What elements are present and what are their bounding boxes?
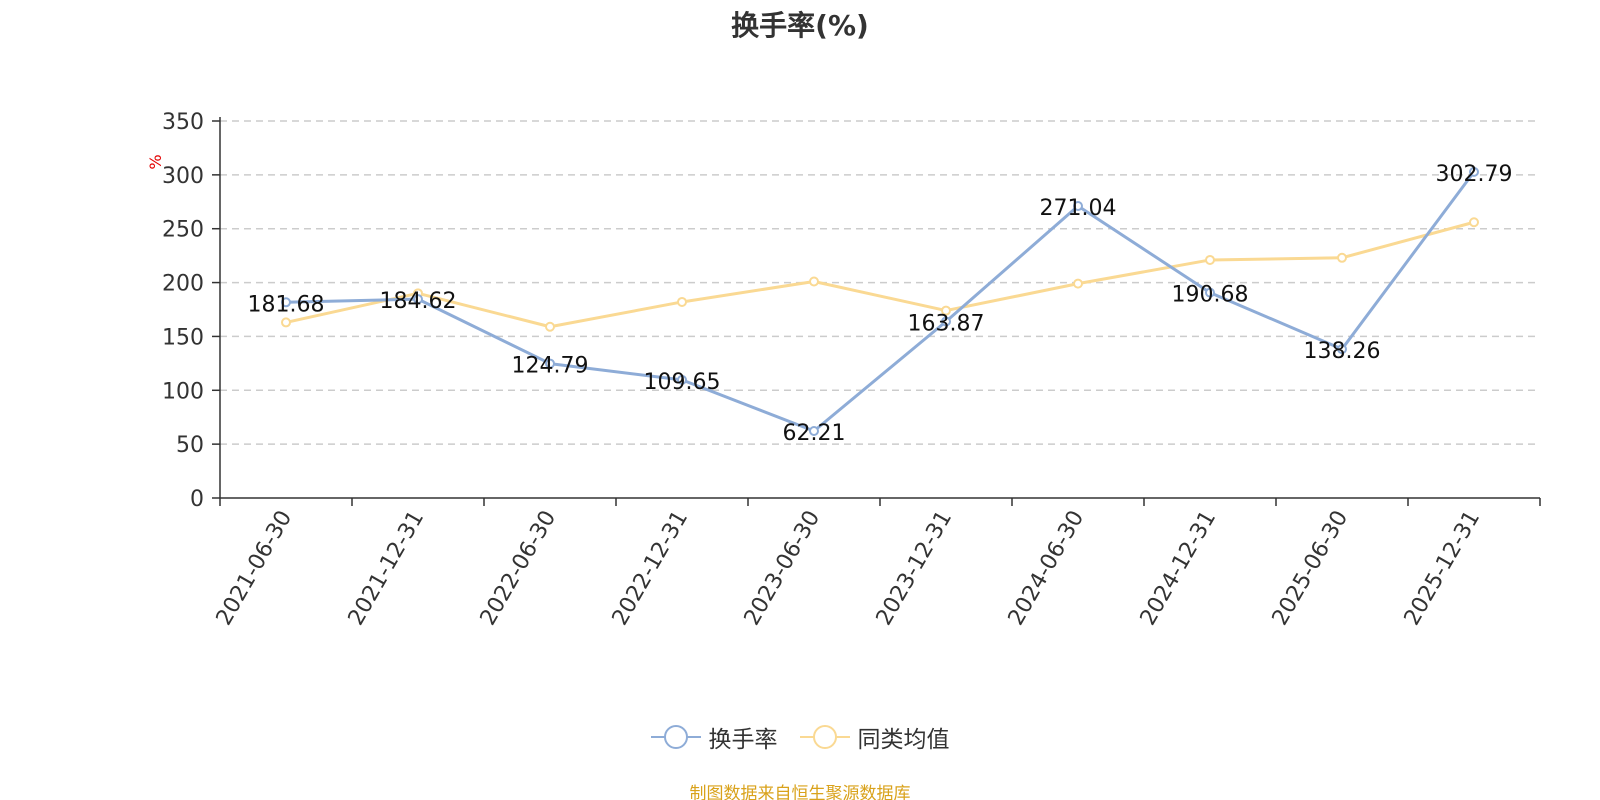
x-tick-label: 2024-06-30 [1004,507,1090,630]
series-line-0 [285,170,1476,433]
legend-label-peer-average: 同类均值 [857,727,950,753]
data-point-0 [941,316,951,327]
x-tick-label: 2025-06-30 [1268,507,1354,630]
data-label: 271.04 [1040,196,1117,221]
x-tick-label: 2024-12-31 [1136,507,1222,630]
legend-item-peer-average[interactable]: 同类均值 [799,720,950,754]
legend-line-circle-icon [650,724,701,750]
x-tick-label: 2021-06-30 [212,507,298,630]
data-label: 124.79 [512,354,589,379]
data-point-0 [1469,166,1479,177]
data-point-1 [1469,217,1479,228]
data-label: 138.26 [1304,339,1381,364]
x-tick-label: 2021-12-31 [344,507,430,630]
data-label-layer: 181.68 184.62 124.79 109.65 62.21 163.87 271.0… [248,162,1513,446]
x-tick-label: 2023-12-31 [872,507,958,630]
x-tick-label: 2025-12-31 [1400,507,1486,630]
data-point-1 [281,317,291,328]
legend-label-turnover: 换手率 [708,727,778,753]
y-tick-label: 300 [162,164,204,189]
data-point-1 [809,276,819,287]
y-tick-label: 50 [176,433,204,458]
data-point-0 [677,374,687,385]
data-label: 184.62 [380,289,457,314]
data-point-0 [281,297,291,308]
data-label: 163.87 [908,311,985,336]
data-label: 62.21 [783,421,846,446]
axis-layer: 0 50 100 150 200 250 300 350% 2021-06-30 2021-12-… [146,110,1541,630]
y-tick-label: 150 [162,325,204,350]
grid-layer [220,120,1540,445]
series-line-1 [285,220,1475,329]
chart-title: 换手率(%) [731,9,869,42]
data-point-1 [1205,254,1215,265]
x-tick-label: 2022-12-31 [608,507,694,630]
data-point-0 [545,358,555,369]
series-layer [281,166,1479,436]
data-label: 302.79 [1436,162,1513,187]
data-point-1 [545,321,555,332]
data-label: 190.68 [1172,283,1249,308]
x-tick-label: 2022-06-30 [476,507,562,630]
y-tick-label: 200 [162,272,204,297]
y-tick-label: 100 [162,379,204,404]
source-note: 制图数据来自恒生聚源数据库 [689,784,911,800]
data-point-0 [1337,344,1347,355]
data-point-0 [1073,201,1083,212]
data-point-0 [413,294,423,305]
data-point-1 [677,296,687,307]
data-point-1 [941,305,951,316]
data-point-1 [1337,252,1347,263]
data-point-0 [809,425,819,436]
legend-item-turnover[interactable]: 换手率 [650,720,778,754]
data-label: 181.68 [248,292,325,317]
data-label: 109.65 [644,370,721,395]
y-tick-label: 350 [162,110,204,135]
y-tick-label: 0 [190,487,204,512]
data-point-1 [1073,278,1083,289]
y-tick-label: 250 [162,218,204,243]
legend-line-circle-icon [799,724,850,750]
y-axis-label: % [146,154,165,169]
legend: 换手率 同类均值 [0,720,1600,754]
x-tick-label: 2023-06-30 [740,507,826,630]
data-point-0 [1205,287,1215,298]
